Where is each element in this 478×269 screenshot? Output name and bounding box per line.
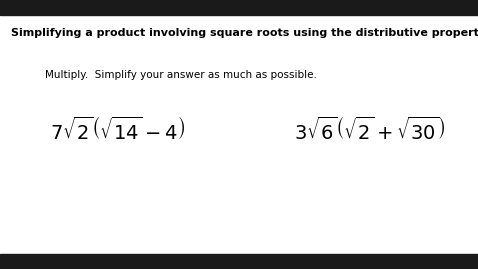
Bar [0, 254, 478, 269]
Text: $7\sqrt{2}\left(\sqrt{14}-4\right)$: $7\sqrt{2}\left(\sqrt{14}-4\right)$ [50, 117, 185, 144]
Bar [0, 0, 478, 15]
Text: Simplifying a product involving square roots using the distributive property: Ba: Simplifying a product involving square r… [11, 28, 478, 38]
Text: $3\sqrt{6}\left(\sqrt{2}+\sqrt{30}\right)$: $3\sqrt{6}\left(\sqrt{2}+\sqrt{30}\right… [294, 117, 445, 144]
Text: Multiply.  Simplify your answer as much as possible.: Multiply. Simplify your answer as much a… [45, 70, 317, 80]
